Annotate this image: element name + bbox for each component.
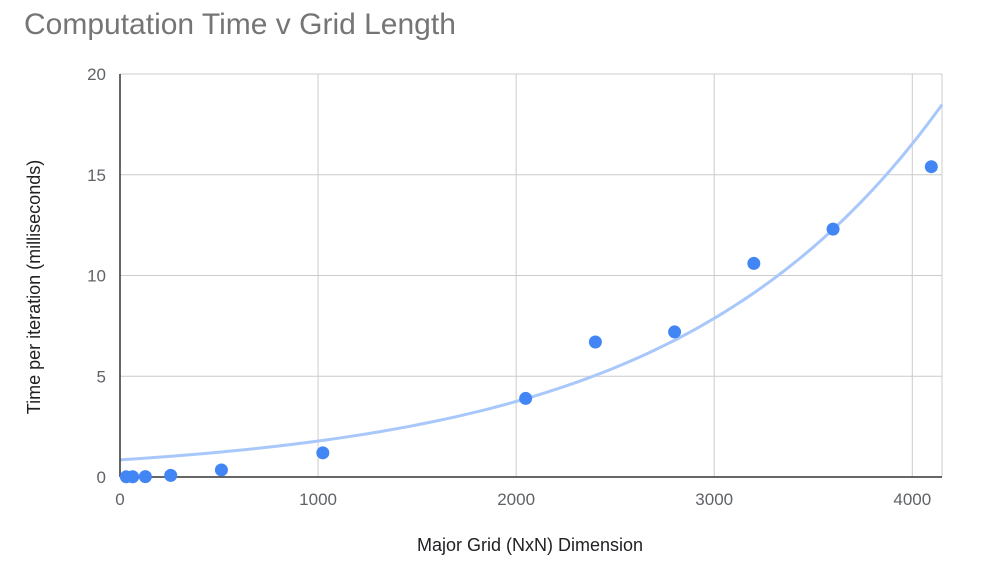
axes [119, 74, 942, 478]
x-tick-label: 2000 [497, 490, 535, 509]
tick-labels: 0 5 10 15 20 0 1000 2000 3000 4000 [87, 65, 931, 509]
data-point [138, 470, 152, 484]
data-point [588, 335, 602, 349]
gridlines [120, 73, 943, 477]
x-tick-label: 0 [115, 490, 124, 509]
x-axis-label: Major Grid (NxN) Dimension [417, 535, 643, 555]
chart-title: Computation Time v Grid Length [24, 8, 456, 41]
data-point [826, 222, 840, 236]
trendline-layer [119, 103, 944, 462]
y-tick-label: 5 [97, 367, 106, 386]
data-point [126, 470, 140, 484]
data-point [924, 160, 938, 174]
x-tick-label: 1000 [299, 490, 337, 509]
data-point [164, 468, 178, 482]
data-points [119, 160, 938, 484]
x-tick-label: 4000 [893, 490, 931, 509]
data-point [747, 256, 761, 270]
data-point [519, 391, 533, 405]
y-axis-label: Time per iteration (milliseconds) [24, 160, 44, 414]
data-point [214, 463, 228, 477]
trendline [119, 103, 944, 462]
data-point [668, 325, 682, 339]
y-tick-label: 15 [87, 166, 106, 185]
data-point [316, 446, 330, 460]
y-tick-label: 0 [97, 468, 106, 487]
y-tick-label: 10 [87, 267, 106, 286]
x-tick-label: 3000 [695, 490, 733, 509]
y-tick-label: 20 [87, 65, 106, 84]
